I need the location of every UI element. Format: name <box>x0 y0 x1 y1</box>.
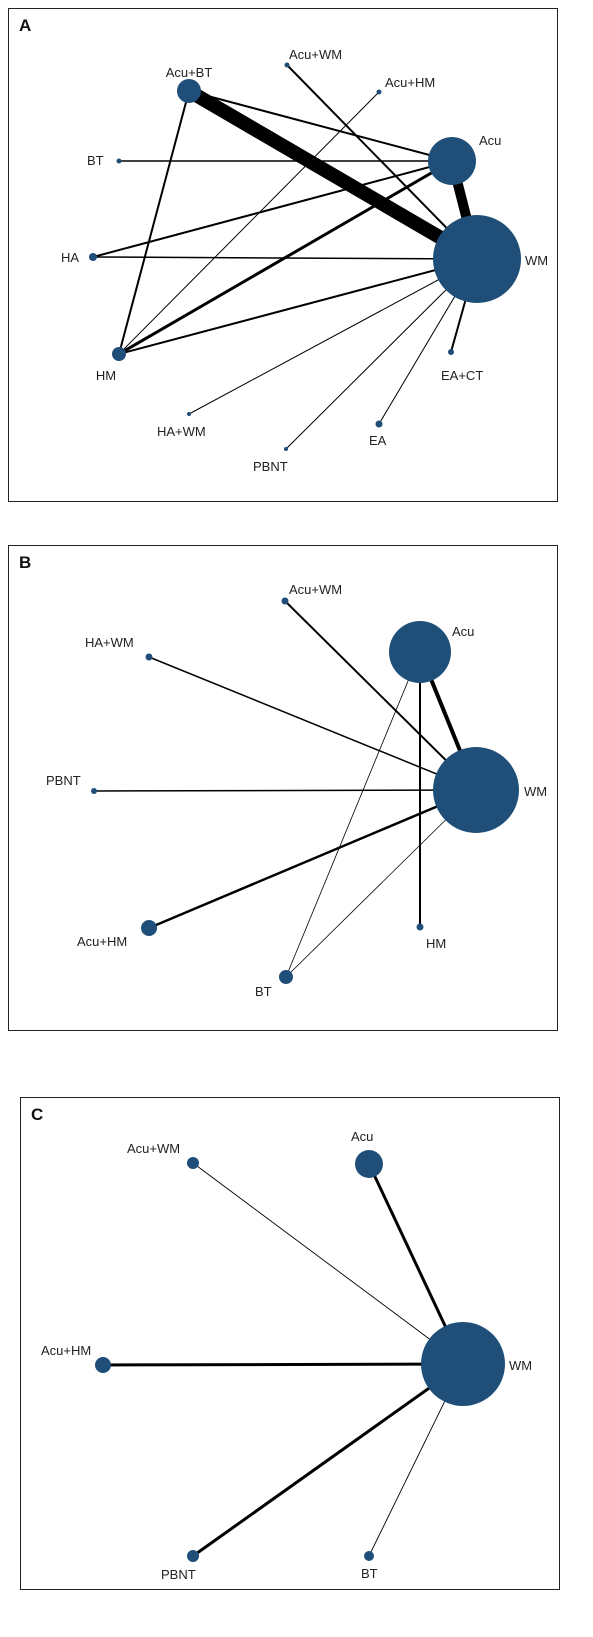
edge-acubt-acu <box>188 90 453 162</box>
node-wm <box>433 747 519 833</box>
panel-label-b: B <box>19 553 32 572</box>
node-label-bt: BT <box>87 153 104 168</box>
edge-acubt-hm <box>118 90 190 355</box>
node-label-wm: WM <box>509 1358 532 1373</box>
node-acuhm <box>141 920 157 936</box>
node-pbnt <box>187 1550 199 1562</box>
node-label-pbnt: PBNT <box>46 773 81 788</box>
edge-pbnt-wm <box>192 1362 464 1558</box>
edge-bt-acu <box>285 651 421 978</box>
network-graph-b: Acu+WM Acu HA+WM PBNT WM Acu+HM HM BT <box>46 582 547 999</box>
panel-label-c: C <box>31 1105 44 1124</box>
node-label-acuhm: Acu+HM <box>41 1343 91 1358</box>
node-label-hawm: HA+WM <box>85 635 134 650</box>
node-label-pbnt: PBNT <box>253 459 288 474</box>
node-label-bt: BT <box>255 984 272 999</box>
node-label-acuwm: Acu+WM <box>289 47 342 62</box>
node-label-hm: HM <box>96 368 116 383</box>
edge-acuwm-wm <box>192 1162 464 1365</box>
edge-hm-wm <box>118 258 478 355</box>
node-acu <box>389 621 451 683</box>
node-label-ea: EA <box>369 433 387 448</box>
edge-acuwm-wm <box>284 600 477 791</box>
node-label-wm: WM <box>524 784 547 799</box>
node-label-hm: HM <box>426 936 446 951</box>
node-label-pbnt: PBNT <box>161 1567 196 1582</box>
edge-ha-acu <box>92 160 453 258</box>
network-graph-a: Acu+BT Acu+WM Acu+HM Acu BT HA WM HM EA+CT HA+WM E… <box>61 47 548 474</box>
edge-acuhm-hm <box>118 91 380 355</box>
node-label-eact: EA+CT <box>441 368 483 383</box>
node-hm <box>112 347 126 361</box>
node-label-ha: HA <box>61 250 79 265</box>
node-acuwm <box>284 62 290 68</box>
node-label-acu: Acu <box>351 1129 373 1144</box>
node-label-acubt: Acu+BT <box>166 65 213 80</box>
node-acu <box>428 137 476 185</box>
node-label-acuwm: Acu+WM <box>289 582 342 597</box>
node-wm <box>421 1322 505 1406</box>
edge-acuhm-wm <box>102 1362 464 1367</box>
node-label-acuhm: Acu+HM <box>77 934 127 949</box>
network-graph-c: Acu+WM Acu Acu+HM WM PBNT BT <box>41 1129 532 1582</box>
node-bt <box>116 158 122 164</box>
panel-label-a: A <box>19 16 32 35</box>
edge-acuwm-wm <box>286 64 478 260</box>
node-label-wm: WM <box>525 253 548 268</box>
network-panel-c: C Acu+WM Acu Acu+HM WM PBNT BT <box>20 1097 560 1590</box>
edge-acuhm-wm <box>148 788 477 930</box>
node-label-acu: Acu <box>452 624 474 639</box>
edge-bt-wm <box>285 789 477 978</box>
node-acubt <box>177 79 201 103</box>
network-panel-a: A Acu+BT Acu+WM Acu+HM Acu BT HA WM HM EA+CT HA+W… <box>8 8 558 502</box>
edge-acubt-wm <box>185 84 481 266</box>
node-label-acuhm: Acu+HM <box>385 75 435 90</box>
node-acuhm <box>376 89 382 95</box>
node-wm <box>433 215 521 303</box>
node-hm <box>416 923 424 931</box>
edge-pbnt-wm <box>93 789 477 792</box>
node-acu <box>355 1150 383 1178</box>
node-label-acuwm: Acu+WM <box>127 1141 180 1156</box>
edge-hawm-wm <box>188 258 478 415</box>
network-panel-b: B Acu+WM Acu HA+WM PBNT WM Acu+HM HM BT <box>8 545 558 1031</box>
node-ea <box>375 420 383 428</box>
node-acuwm <box>187 1157 199 1169</box>
node-label-hawm: HA+WM <box>157 424 206 439</box>
node-hawm <box>187 412 191 416</box>
edge-hawm-wm <box>148 656 477 791</box>
node-bt <box>279 970 293 984</box>
node-ha <box>89 253 97 261</box>
node-label-bt: BT <box>361 1566 378 1581</box>
node-acuhm <box>95 1357 111 1373</box>
node-label-acu: Acu <box>479 133 501 148</box>
node-eact <box>448 349 454 355</box>
edge-pbnt-wm <box>285 258 478 450</box>
node-pbnt <box>91 788 97 794</box>
node-hawm <box>145 653 153 661</box>
node-acuwm <box>281 597 289 605</box>
node-pbnt <box>284 447 288 451</box>
edge-hm-acu <box>118 159 453 356</box>
node-bt <box>364 1551 374 1561</box>
